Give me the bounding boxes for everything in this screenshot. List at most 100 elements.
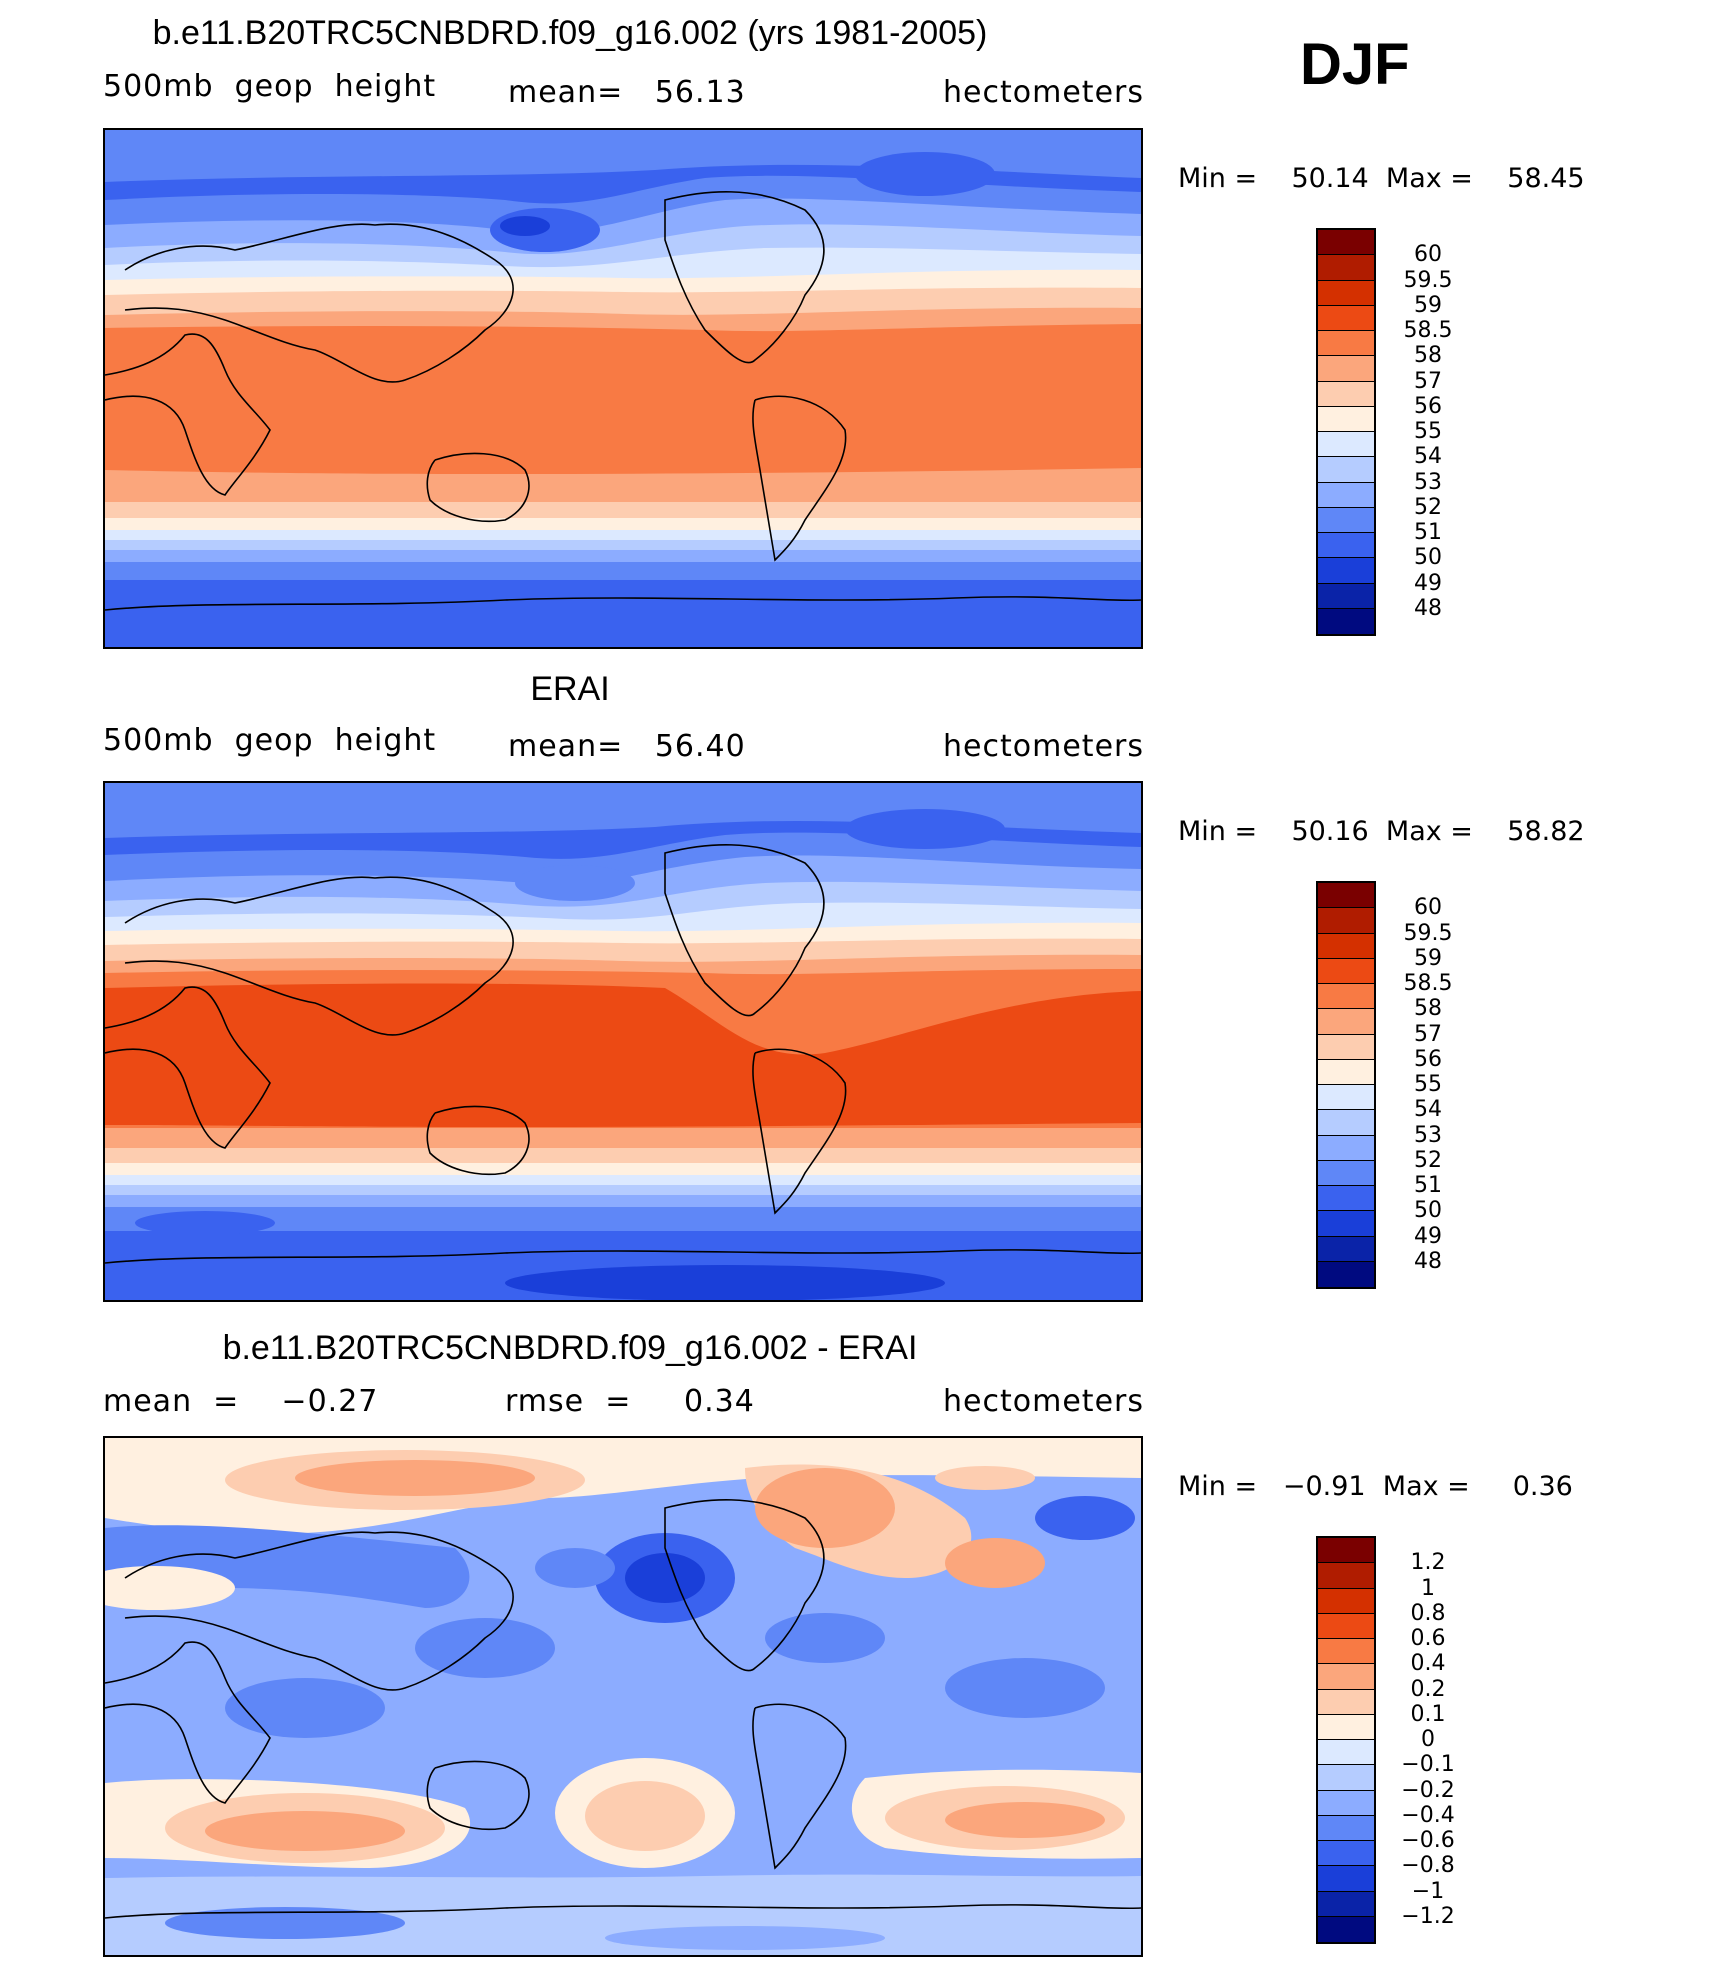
contour-band: [105, 502, 1141, 522]
panel-1-colorbar: [1316, 228, 1376, 636]
australia-coast: [426, 1760, 530, 1831]
anomaly-region: [625, 1553, 705, 1603]
australia-coast: [426, 452, 530, 523]
anomaly-region: [605, 1926, 885, 1950]
contour-band: [105, 983, 1141, 1127]
colorbar-tick-label: 0.4: [1410, 1651, 1446, 1677]
north-america-coast: [664, 1499, 825, 1672]
anomaly-region: [225, 1678, 385, 1738]
colorbar-tick-label: −0.2: [1401, 1777, 1455, 1803]
anomaly-region: [755, 1468, 895, 1548]
anomaly-region: [585, 1781, 705, 1851]
anomaly-region: [945, 1538, 1045, 1588]
colorbar-tick-label: 54: [1414, 444, 1442, 470]
colorbar-swatch: [1318, 406, 1374, 432]
north-america-coast: [664, 191, 825, 364]
colorbar-tick-label: −0.4: [1401, 1802, 1455, 1828]
colorbar-swatch: [1318, 280, 1374, 306]
antarctica-coast: [105, 596, 1141, 611]
colorbar-tick-label: 52: [1414, 1147, 1442, 1173]
colorbar-swatch: [1318, 1236, 1374, 1262]
anomaly-region: [1035, 1496, 1135, 1540]
colorbar-swatch: [1318, 558, 1374, 584]
colorbar-swatch: [1318, 331, 1374, 357]
anomaly-region: [105, 1525, 470, 1608]
panel-1-map-svg: [105, 130, 1141, 647]
colorbar-tick-label: 60: [1414, 895, 1442, 921]
colorbar-tick-label: −0.8: [1401, 1853, 1455, 1879]
colorbar-swatch: [1318, 533, 1374, 559]
colorbar-swatch: [1318, 583, 1374, 609]
colorbar-swatch: [1318, 507, 1374, 533]
anomaly-region: [535, 1548, 615, 1588]
colorbar-tick-label: 54: [1414, 1097, 1442, 1123]
panel-3-map: [103, 1436, 1143, 1957]
colorbar-swatch: [1318, 1740, 1374, 1766]
panel-1-map: [103, 128, 1143, 649]
colorbar-swatch: [1318, 1563, 1374, 1589]
contour-band: [105, 324, 1141, 474]
low-center: [500, 216, 550, 236]
colorbar-tick-label: 59: [1414, 292, 1442, 318]
panel-2-mean-label: mean= 56.40: [508, 729, 746, 764]
coastlines: [105, 191, 1141, 611]
colorbar-swatch: [1318, 608, 1374, 634]
colorbar-tick-label: 48: [1414, 595, 1442, 621]
panel-2-colorbar: [1316, 881, 1376, 1289]
coastlines: [105, 844, 1141, 1264]
colorbar-swatch: [1318, 1059, 1374, 1085]
colorbar-tick-label: 58.5: [1403, 971, 1453, 996]
colorbar-swatch: [1318, 1135, 1374, 1161]
colorbar-swatch: [1318, 1110, 1374, 1136]
anomaly-region: [765, 1613, 885, 1663]
colorbar-swatch: [1318, 255, 1374, 281]
colorbar-tick-label: 50: [1414, 545, 1442, 571]
colorbar-tick-label: 0.8: [1410, 1600, 1446, 1626]
colorbar-tick-label: −0.1: [1401, 1752, 1455, 1778]
colorbar-tick-label: 58.5: [1403, 318, 1453, 343]
colorbar-tick-label: 49: [1414, 570, 1442, 596]
contour-band: [105, 130, 1141, 182]
panel-2-variable-label: 500mb geop height: [103, 723, 437, 758]
colorbar-swatch: [1318, 984, 1374, 1010]
colorbar-swatch: [1318, 356, 1374, 382]
low-center: [135, 1211, 275, 1235]
contour-band: [105, 562, 1141, 582]
colorbar-tick-label: 1: [1421, 1575, 1435, 1601]
panel-2-minmax: Min = 50.16 Max = 58.82: [1178, 816, 1585, 847]
colorbar-swatch: [1318, 457, 1374, 483]
low-center: [505, 1265, 945, 1300]
panel-3-mean-label: mean = −0.27: [103, 1384, 379, 1419]
colorbar-tick-label: 1.2: [1410, 1550, 1446, 1576]
colorbar-swatch: [1318, 933, 1374, 959]
colorbar-swatch: [1318, 1916, 1374, 1942]
africa-coast: [105, 1641, 271, 1804]
eurasia-coast: [124, 223, 514, 383]
anomaly-region: [105, 1566, 235, 1610]
low-center: [845, 809, 1005, 849]
colorbar-tick-label: 52: [1414, 494, 1442, 520]
anomaly-region: [945, 1658, 1105, 1718]
colorbar-swatch: [1318, 1588, 1374, 1614]
colorbar-swatch: [1318, 908, 1374, 934]
colorbar-tick-label: 0.2: [1410, 1676, 1446, 1702]
colorbar-tick-label: 57: [1414, 368, 1442, 394]
contour-band: [105, 783, 1141, 838]
panel-1-title: b.e11.B20TRC5CNBDRD.f09_g16.002 (yrs 198…: [152, 14, 988, 52]
south-america-coast: [752, 1703, 847, 1870]
colorbar-tick-label: 0.1: [1410, 1701, 1446, 1727]
colorbar-swatch: [1318, 305, 1374, 331]
colorbar-swatch: [1318, 1613, 1374, 1639]
anomaly-region: [165, 1907, 405, 1939]
colorbar-swatch: [1318, 1765, 1374, 1791]
colorbar-tick-label: −0.6: [1401, 1828, 1455, 1853]
colorbar-swatch: [1318, 1639, 1374, 1665]
colorbar-tick-label: 48: [1414, 1248, 1442, 1274]
colorbar-swatch: [1318, 1034, 1374, 1060]
colorbar-tick-label: 53: [1414, 469, 1442, 495]
panel-2-map-svg: [105, 783, 1141, 1300]
low-center: [855, 152, 995, 196]
australia-coast: [426, 1105, 530, 1176]
south-america-coast: [752, 1048, 847, 1215]
colorbar-swatch: [1318, 1891, 1374, 1917]
